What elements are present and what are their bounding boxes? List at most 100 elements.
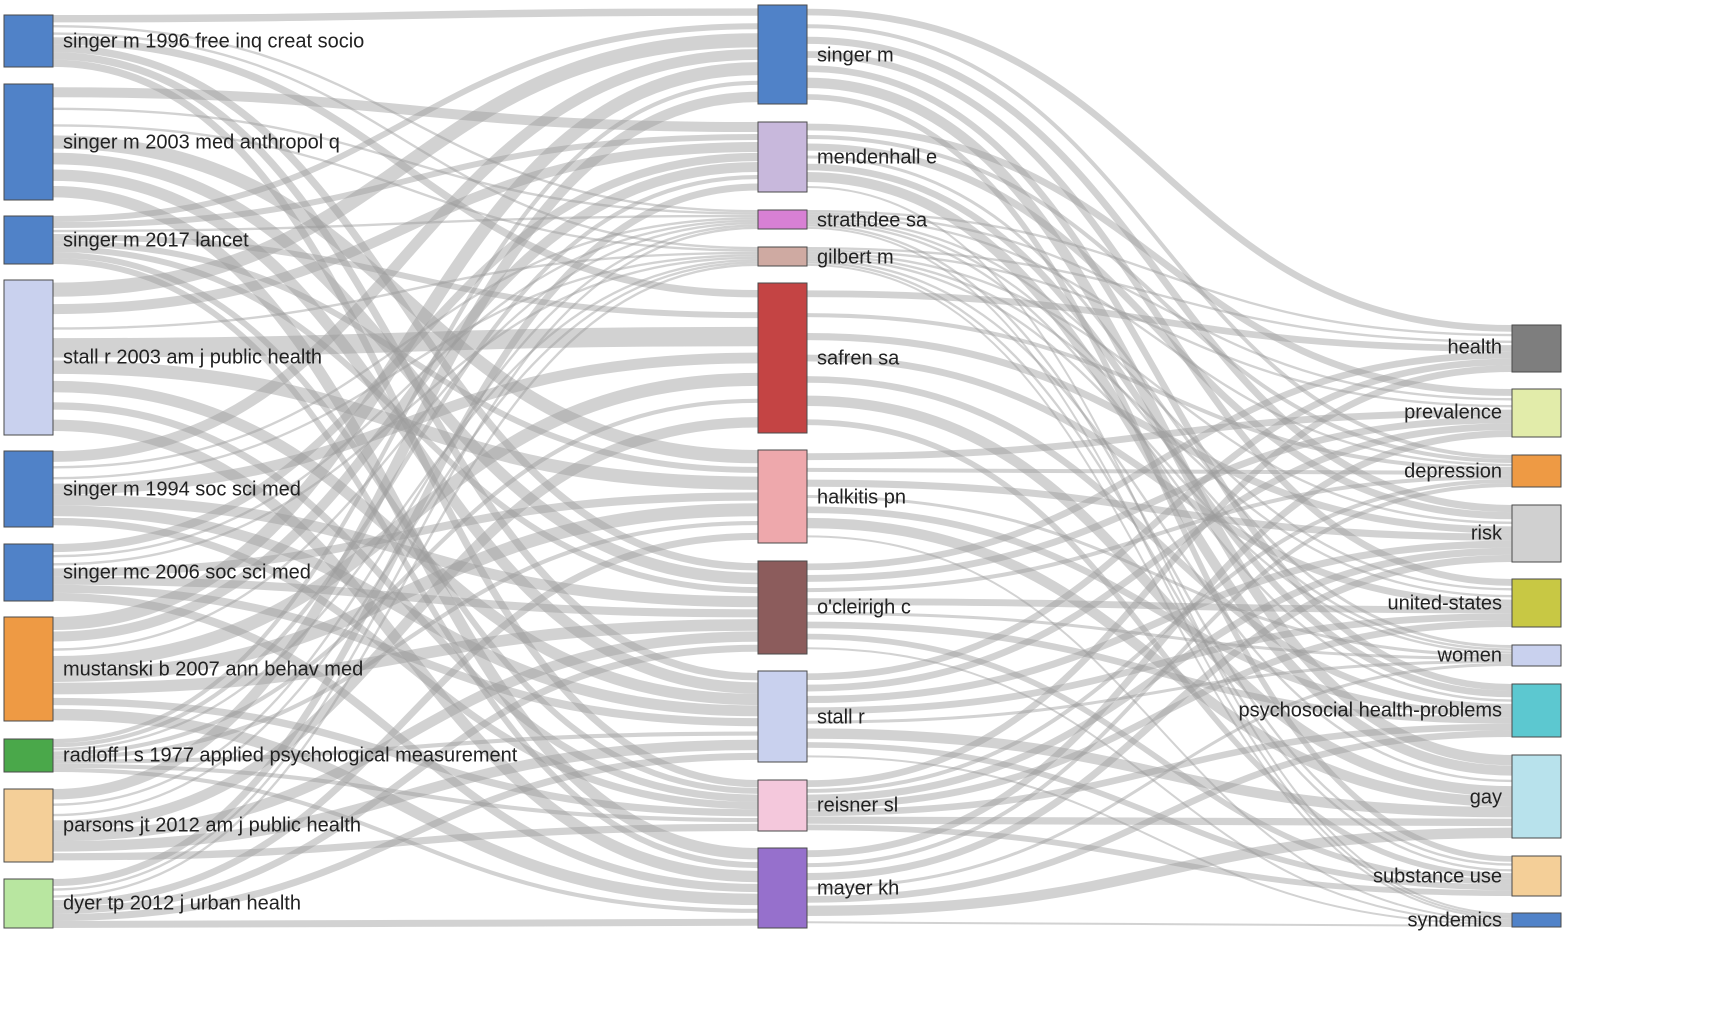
label-k3: depression <box>1404 460 1502 482</box>
link-a1-k4 <box>806 36 1513 513</box>
node-r8[interactable] <box>3 738 54 773</box>
link-a9-k4 <box>806 547 1513 802</box>
link-a7-k5 <box>806 598 1513 614</box>
link-a9-k3 <box>806 479 1513 793</box>
label-k4: risk <box>1471 522 1503 544</box>
node-r9[interactable] <box>3 788 54 863</box>
link-a9-k1 <box>806 365 1513 788</box>
link-a1-k3 <box>806 24 1513 459</box>
node-a10[interactable] <box>757 847 808 929</box>
link-r9-a4 <box>52 261 759 817</box>
node-a2[interactable] <box>757 121 808 193</box>
node-k3[interactable] <box>1511 454 1562 488</box>
label-r5: singer m 1994 soc sci med <box>63 478 301 500</box>
node-r6[interactable] <box>3 543 54 602</box>
node-r5[interactable] <box>3 450 54 528</box>
node-k7[interactable] <box>1511 683 1562 738</box>
link-a2-k6 <box>806 155 1513 648</box>
node-k4[interactable] <box>1511 504 1562 563</box>
node-a6[interactable] <box>757 449 808 544</box>
link-a9-k5 <box>806 620 1513 809</box>
node-a9[interactable] <box>757 779 808 832</box>
node-r1[interactable] <box>3 14 54 68</box>
label-a8: stall r <box>817 706 865 728</box>
link-a3-k6 <box>806 219 1513 651</box>
link-a3-k2 <box>806 212 1513 401</box>
link-r8-a9 <box>52 763 759 823</box>
link-r2-a6 <box>52 135 759 464</box>
link-a5-k4 <box>806 333 1513 534</box>
link-a2-k7 <box>806 163 1513 698</box>
link-r2-a10 <box>52 185 759 860</box>
link-r9-a3 <box>52 224 759 806</box>
link-a7-k2 <box>806 416 1513 582</box>
link-a4-k9 <box>806 261 1513 872</box>
link-a7-k10 <box>806 647 1513 923</box>
label-r6: singer mc 2006 soc sci med <box>63 561 311 583</box>
link-r6-a10 <box>52 592 759 893</box>
link-a4-k2 <box>806 249 1513 408</box>
node-a7[interactable] <box>757 560 808 655</box>
node-r2[interactable] <box>3 83 54 201</box>
link-a2-k10 <box>806 186 1513 915</box>
node-k5[interactable] <box>1511 578 1562 628</box>
node-k2[interactable] <box>1511 388 1562 438</box>
link-a7-k9 <box>806 633 1513 885</box>
label-k2: prevalence <box>1404 401 1502 423</box>
link-r3-a10 <box>52 258 759 869</box>
link-a4-k1 <box>806 247 1513 343</box>
link-a8-k5 <box>806 613 1513 715</box>
link-a10-k2 <box>806 430 1513 858</box>
node-a5[interactable] <box>757 282 808 434</box>
node-a8[interactable] <box>757 670 808 763</box>
label-a1: singer m <box>817 44 894 66</box>
link-a8-k2 <box>806 423 1513 692</box>
node-k6[interactable] <box>1511 644 1562 667</box>
link-r10-a7 <box>52 644 759 914</box>
link-a9-k8 <box>806 816 1513 827</box>
link-a3-k1 <box>806 210 1513 337</box>
link-r8-a8 <box>52 731 759 764</box>
link-r6-a3 <box>52 219 759 558</box>
link-a5-k3 <box>806 313 1513 471</box>
node-r10[interactable] <box>3 878 54 929</box>
link-r5-a8 <box>52 505 759 717</box>
link-r4-a1 <box>52 33 759 297</box>
link-r1-a4 <box>52 32 759 250</box>
node-k8[interactable] <box>1511 754 1562 839</box>
node-r7[interactable] <box>3 616 54 722</box>
link-a4-k4 <box>806 251 1513 525</box>
link-a6-k10 <box>806 535 1513 921</box>
label-k6: women <box>1437 644 1502 666</box>
link-r4-a4 <box>52 251 759 330</box>
link-a7-k6 <box>806 611 1513 660</box>
node-a1[interactable] <box>757 4 808 105</box>
link-r8-a1 <box>52 80 759 744</box>
link-a8-k10 <box>806 755 1513 925</box>
link-r9-a8 <box>52 739 759 852</box>
link-r1-a9 <box>52 59 759 788</box>
link-a6-k8 <box>806 517 1513 807</box>
link-a5-k5 <box>806 354 1513 607</box>
node-r4[interactable] <box>3 279 54 436</box>
node-k10[interactable] <box>1511 912 1562 928</box>
label-r2: singer m 2003 med anthropol q <box>63 131 340 153</box>
link-a8-k6 <box>806 660 1513 724</box>
node-k1[interactable] <box>1511 324 1562 373</box>
label-k8: gay <box>1470 786 1502 808</box>
label-a9: reisner sl <box>817 794 898 816</box>
link-r10-a4 <box>52 263 759 898</box>
node-k9[interactable] <box>1511 855 1562 897</box>
link-r10-a6 <box>52 532 759 907</box>
label-r1: singer m 1996 free inq creat socio <box>63 30 364 52</box>
link-r7-a9 <box>52 697 759 817</box>
node-a3[interactable] <box>757 209 808 230</box>
link-a6-k2 <box>806 409 1513 461</box>
link-r6-a4 <box>52 256 759 566</box>
node-a4[interactable] <box>757 246 808 267</box>
node-r3[interactable] <box>3 215 54 265</box>
link-a1-k8 <box>806 77 1513 766</box>
link-r9-a7 <box>52 631 759 842</box>
link-r2-a2 <box>52 87 759 132</box>
link-a1-k5 <box>806 51 1513 586</box>
